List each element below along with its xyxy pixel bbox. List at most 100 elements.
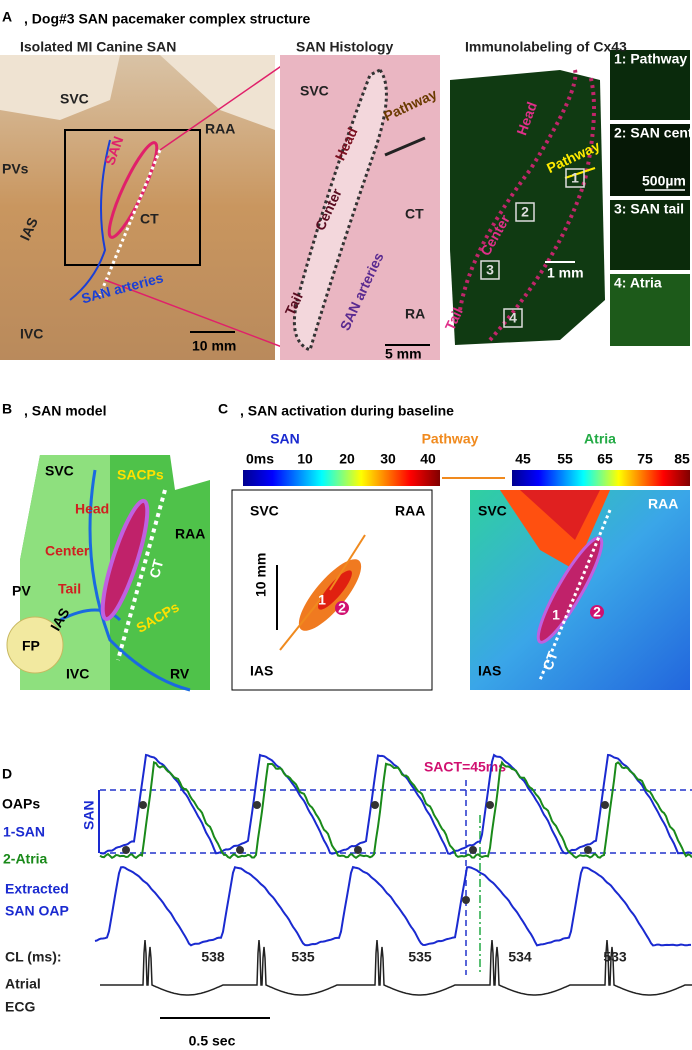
label: 1-SAN [3,824,45,840]
panel-letter: D [2,766,12,782]
tick-label: 20 [339,451,355,467]
label: SVC [478,503,507,519]
artery [59,608,122,622]
marker [139,801,147,809]
label: IVC [66,666,89,682]
panel-letter: B [2,401,12,417]
artery [69,139,111,301]
label: 2 [338,600,346,616]
panel-letter: C [218,401,228,417]
marker [236,846,244,854]
activation [318,570,352,610]
immuno [450,70,605,345]
label: 538 [201,949,225,965]
panel-title: , Dog#3 SAN pacemaker complex structure [24,11,311,27]
label: Atrial [5,976,41,992]
marker [371,801,379,809]
label: RAA [205,121,235,137]
label: SAN OAP [5,903,69,919]
label: SVC [45,463,74,479]
label: 500µm [642,173,686,189]
inset [610,50,690,120]
subtitle: Immunolabeling of Cx43 [465,39,627,55]
label: IAS [250,663,273,679]
colorbar [243,470,440,486]
site-box [565,168,585,188]
marker [462,896,470,904]
tick-label: 45 [515,451,531,467]
pathway-arrow [384,136,426,157]
label: Head [75,501,109,517]
zoom-box [64,129,201,266]
label: 3 [486,262,494,278]
zoom-line [104,279,291,351]
label: PV [12,583,31,599]
site-box [515,202,535,222]
label: 10 mm [192,338,236,354]
label: 4: Atria [614,275,662,291]
label: SACPs [117,467,164,483]
activation [520,490,600,540]
label: 1: Pathway [614,51,687,67]
label: Atria [584,431,616,447]
colorbar [512,470,690,486]
tick-label: 10 [297,451,313,467]
marker [122,846,130,854]
label: 2-Atria [3,851,48,867]
label: SACT=45ms [424,759,506,775]
label: IVC [20,326,43,342]
label: 1 [318,592,326,608]
san-outline [107,141,159,239]
label: RAA [395,503,425,519]
label: 533 [603,949,627,965]
label: CL (ms): [5,949,62,965]
site [335,601,349,615]
label: SVC [300,83,329,99]
ecg [100,939,692,996]
label: 535 [291,949,315,965]
label: RV [170,666,190,682]
marker [584,846,592,854]
label: FP [22,638,40,654]
site [590,605,604,619]
tissue-light [0,55,275,130]
marker [354,846,362,854]
fp [6,616,64,674]
inset [610,200,690,270]
label: 10 mm [253,553,269,597]
panel-title: , SAN model [24,403,106,419]
tick-label: 65 [597,451,613,467]
label: Center [45,543,90,559]
san-region [292,68,388,353]
label: 1 [571,170,579,186]
label: CT [539,649,561,672]
site-box [480,260,500,280]
label: SAN [270,431,300,447]
label: Extracted [5,881,69,897]
label: 2 [593,604,601,620]
marker [601,801,609,809]
label: CT [140,211,159,227]
label: 4 [509,310,517,326]
marker [486,801,494,809]
label: 5 mm [385,346,422,362]
panel-title: , SAN activation during baseline [240,403,454,419]
label: OAPs [2,796,40,812]
label: Tail [58,581,81,597]
tick-label: 30 [380,451,396,467]
marker [253,801,261,809]
site-box [503,308,523,328]
panel-letter: A [2,9,12,25]
zoom-line [159,59,291,151]
label: ECG [5,999,35,1015]
ct-line [98,149,162,296]
label: CT [405,206,424,222]
subtitle: Isolated MI Canine SAN [20,39,176,55]
ct-line [538,509,612,681]
label: 2: SAN center [614,125,692,141]
label: 1 [552,607,560,623]
san-model [100,498,150,622]
arrow [279,599,321,651]
san-border [458,69,578,311]
